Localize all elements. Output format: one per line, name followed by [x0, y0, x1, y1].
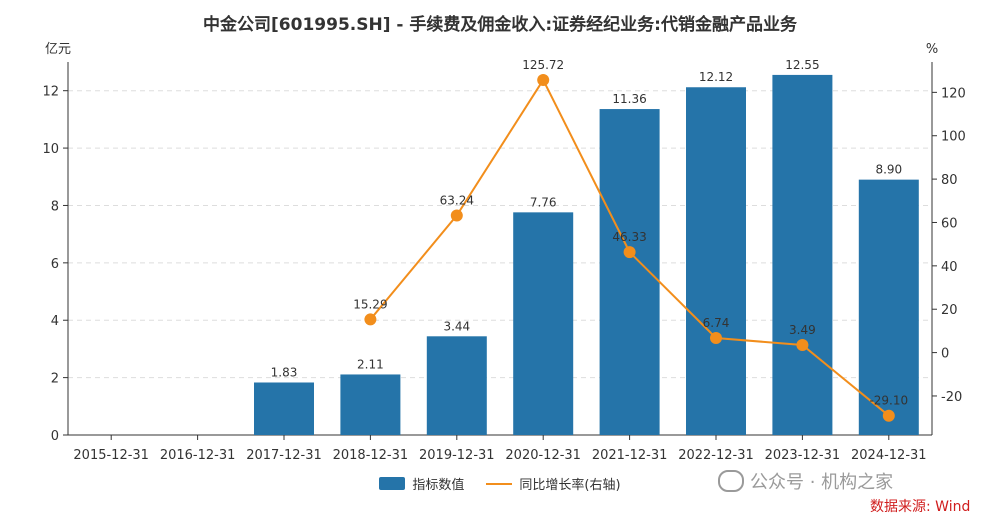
left-axis-unit: 亿元 [45, 42, 71, 57]
bar-value-label: 12.55 [785, 58, 819, 72]
left-tick-label: 4 [51, 314, 59, 329]
bar-value-label: 2.11 [357, 357, 384, 371]
right-tick-label: 120 [941, 86, 966, 101]
right-tick-label: 0 [941, 347, 949, 362]
bar-value-label: 3.44 [443, 319, 470, 333]
growth-value-label: 46.33 [612, 230, 646, 244]
growth-point [882, 409, 895, 422]
growth-point [364, 313, 377, 326]
watermark: 公众号 · 机构之家 [718, 468, 893, 494]
watermark-text: 公众号 · 机构之家 [750, 472, 894, 493]
legend-item-bar[interactable]: 指标数值 [379, 474, 464, 493]
legend: 指标数值 同比增长率(右轴) [0, 474, 1000, 493]
bar [858, 179, 919, 435]
x-tick-label: 2020-12-31 [505, 448, 581, 463]
bar [254, 382, 314, 435]
wechat-icon [718, 470, 744, 492]
x-tick-label: 2017-12-31 [246, 448, 322, 463]
growth-point [623, 246, 636, 259]
growth-point [450, 209, 463, 222]
growth-value-label: 6.74 [703, 316, 730, 330]
legend-line-label: 同比增长率(右轴) [519, 478, 621, 493]
legend-bar-swatch [379, 477, 406, 490]
left-tick-label: 2 [51, 372, 59, 387]
bar [772, 74, 833, 436]
x-tick-label: 2021-12-31 [592, 448, 668, 463]
x-tick-label: 2019-12-31 [419, 448, 495, 463]
left-tick-label: 6 [51, 257, 59, 272]
left-tick-label: 12 [42, 85, 59, 100]
right-tick-label: 80 [941, 173, 958, 188]
bar-value-label: 7.76 [530, 195, 557, 209]
bar-value-label: 12.12 [699, 70, 733, 84]
bar-value-label: 1.83 [271, 365, 298, 379]
growth-point [796, 339, 809, 352]
growth-point [710, 331, 722, 344]
x-tick-label: 2015-12-31 [73, 448, 149, 463]
left-tick-label: 0 [51, 429, 59, 444]
x-tick-label: 2016-12-31 [160, 448, 236, 463]
right-tick-label: 40 [941, 260, 958, 275]
bar-value-label: 11.36 [612, 92, 646, 106]
x-tick-label: 2024-12-31 [851, 448, 927, 463]
growth-value-label: 63.24 [440, 193, 474, 207]
right-tick-label: 60 [941, 216, 958, 231]
x-tick-label: 2022-12-31 [678, 448, 754, 463]
x-tick-label: 2018-12-31 [333, 448, 409, 463]
growth-value-label: 15.29 [353, 297, 387, 311]
bar [686, 87, 746, 435]
chart-title: 中金公司[601995.SH] - 手续费及佣金收入:证券经纪业务:代销金融产品… [203, 15, 797, 35]
right-axis-unit: % [926, 42, 938, 57]
source-note: 数据来源: Wind [870, 499, 971, 515]
growth-value-label: -29.10 [869, 394, 908, 408]
legend-line-swatch [486, 482, 513, 485]
legend-bar-label: 指标数值 [412, 478, 465, 493]
growth-value-label: 3.49 [789, 323, 816, 337]
x-tick-label: 2023-12-31 [765, 448, 841, 463]
bar-value-label: 8.90 [875, 163, 902, 177]
left-tick-label: 10 [42, 142, 59, 157]
bar [513, 212, 574, 435]
legend-item-line[interactable]: 同比增长率(右轴) [486, 474, 621, 493]
growth-point [537, 73, 550, 86]
left-tick-label: 8 [51, 199, 59, 214]
right-tick-label: -20 [941, 390, 962, 405]
right-tick-label: 20 [941, 303, 958, 318]
bar [340, 374, 401, 435]
right-tick-label: 100 [941, 130, 966, 145]
bar [426, 336, 487, 435]
growth-value-label: 125.72 [522, 58, 564, 72]
